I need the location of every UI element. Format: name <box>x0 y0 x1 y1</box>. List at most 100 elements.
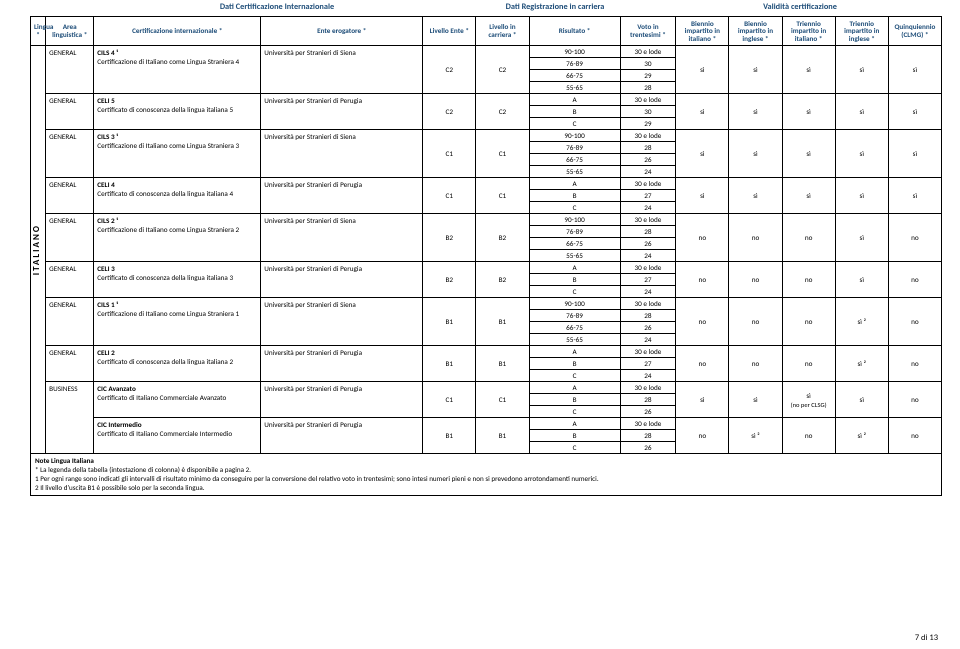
validity-cell: sì <box>782 46 835 94</box>
validity-cell: sì(no per CLSG) <box>782 382 835 418</box>
ente-cell: Università per Stranieri di Perugia <box>261 262 423 298</box>
voto-cell: 30 e lode <box>620 46 676 58</box>
risultato-cell: 66-75 <box>529 238 620 250</box>
voto-cell: 26 <box>620 238 676 250</box>
area-cell: GENERAL <box>46 46 94 94</box>
lvlC-cell: B1 <box>476 298 529 346</box>
validity-cell: sì <box>835 382 888 418</box>
risultato-cell: A <box>529 346 620 358</box>
voto-cell: 27 <box>620 274 676 286</box>
validity-cell: sì <box>782 130 835 178</box>
validity-cell: sì <box>676 46 729 94</box>
voto-cell: 28 <box>620 82 676 94</box>
risultato-cell: 66-75 <box>529 70 620 82</box>
risultato-cell: 76-89 <box>529 226 620 238</box>
voto-cell: 26 <box>620 154 676 166</box>
validity-cell: no <box>782 298 835 346</box>
risultato-cell: 66-75 <box>529 322 620 334</box>
risultato-cell: A <box>529 94 620 106</box>
lvlC-cell: C1 <box>476 382 529 418</box>
risultato-cell: B <box>529 358 620 370</box>
validity-cell: no <box>676 298 729 346</box>
table-row: BUSINESSCIC AvanzatoCertificato di Itali… <box>31 382 942 394</box>
risultato-cell: 90-100 <box>529 214 620 226</box>
caption-registration: Dati Registrazione in carriera <box>460 2 650 12</box>
table-row: CIC IntermedioCertificato di Italiano Co… <box>31 418 942 430</box>
area-cell: GENERAL <box>46 298 94 346</box>
validity-cell: sì ² <box>729 418 782 454</box>
ente-cell: Università per Stranieri di Perugia <box>261 418 423 454</box>
validity-cell: sì <box>888 46 941 94</box>
lvlE-cell: C1 <box>423 130 476 178</box>
lvlC-cell: B2 <box>476 262 529 298</box>
validity-cell: sì <box>676 178 729 214</box>
validity-cell: no <box>888 346 941 382</box>
validity-cell: no <box>888 298 941 346</box>
risultato-cell: 55-65 <box>529 166 620 178</box>
lvlC-cell: B2 <box>476 214 529 262</box>
voto-cell: 30 e lode <box>620 178 676 190</box>
voto-cell: 26 <box>620 406 676 418</box>
validity-cell: no <box>729 298 782 346</box>
h-area: Area linguistica * <box>46 17 94 46</box>
risultato-cell: 90-100 <box>529 46 620 58</box>
risultato-cell: B <box>529 190 620 202</box>
validity-cell: sì <box>729 46 782 94</box>
risultato-cell: 55-65 <box>529 82 620 94</box>
voto-cell: 29 <box>620 70 676 82</box>
validity-cell: no <box>729 214 782 262</box>
notes-2: 2 Il livello d'uscita B1 è possibile sol… <box>35 483 205 492</box>
voto-cell: 26 <box>620 442 676 454</box>
risultato-cell: C <box>529 370 620 382</box>
cert-cell: CELI 2Certificato di conoscenza della li… <box>94 346 261 382</box>
area-cell: GENERAL <box>46 178 94 214</box>
validity-cell: sì <box>782 94 835 130</box>
validity-cell: sì <box>835 262 888 298</box>
lvlE-cell: B1 <box>423 298 476 346</box>
h-tri-it: Triennio impartito in italiano * <box>782 17 835 46</box>
validity-cell: no <box>676 214 729 262</box>
risultato-cell: C <box>529 286 620 298</box>
table-row: GENERALCELI 2Certificato di conoscenza d… <box>31 346 942 358</box>
cert-cell: CILS 3 ¹Certificazione di Italiano come … <box>94 130 261 178</box>
table-row: GENERALCELI 5Certificato di conoscenza d… <box>31 94 942 106</box>
area-cell: GENERAL <box>46 346 94 382</box>
validity-cell: no <box>782 214 835 262</box>
risultato-cell: A <box>529 262 620 274</box>
validity-cell: sì <box>835 214 888 262</box>
validity-cell: sì <box>835 178 888 214</box>
cert-cell: CELI 4Certificato di conoscenza della li… <box>94 178 261 214</box>
validity-cell: sì ² <box>835 346 888 382</box>
table-row: GENERALCILS 1 ¹Certificazione di Italian… <box>31 298 942 310</box>
h-bi-en: Biennio impartito in inglese * <box>729 17 782 46</box>
risultato-cell: A <box>529 178 620 190</box>
risultato-cell: C <box>529 118 620 130</box>
validity-cell: no <box>676 346 729 382</box>
validity-cell: sì <box>729 94 782 130</box>
risultato-cell: C <box>529 406 620 418</box>
table-row: GENERALCELI 4Certificato di conoscenza d… <box>31 178 942 190</box>
lang-cell: ITALIANO <box>31 46 46 454</box>
voto-cell: 24 <box>620 286 676 298</box>
validity-cell: no <box>676 262 729 298</box>
cert-cell: CELI 3Certificato di conoscenza della li… <box>94 262 261 298</box>
validity-cell: sì <box>835 46 888 94</box>
validity-cell: sì <box>835 94 888 130</box>
ente-cell: Università per Stranieri di Perugia <box>261 346 423 382</box>
lvlE-cell: B1 <box>423 418 476 454</box>
ente-cell: Università per Stranieri di Siena <box>261 130 423 178</box>
validity-cell: sì <box>782 178 835 214</box>
caption-international: Dati Certificazione Internazionale <box>152 2 402 12</box>
voto-cell: 30 e lode <box>620 94 676 106</box>
table-row: ITALIANOGENERALCILS 4 ¹Certificazione di… <box>31 46 942 58</box>
lvlE-cell: B2 <box>423 214 476 262</box>
validity-cell: sì <box>729 130 782 178</box>
risultato-cell: 66-75 <box>529 154 620 166</box>
risultato-cell: C <box>529 202 620 214</box>
validity-cell: sì <box>729 178 782 214</box>
notes-legend: * La legenda della tabella (intestazione… <box>35 465 251 474</box>
lvlE-cell: C2 <box>423 94 476 130</box>
validity-cell: no <box>729 262 782 298</box>
voto-cell: 24 <box>620 334 676 346</box>
voto-cell: 24 <box>620 250 676 262</box>
